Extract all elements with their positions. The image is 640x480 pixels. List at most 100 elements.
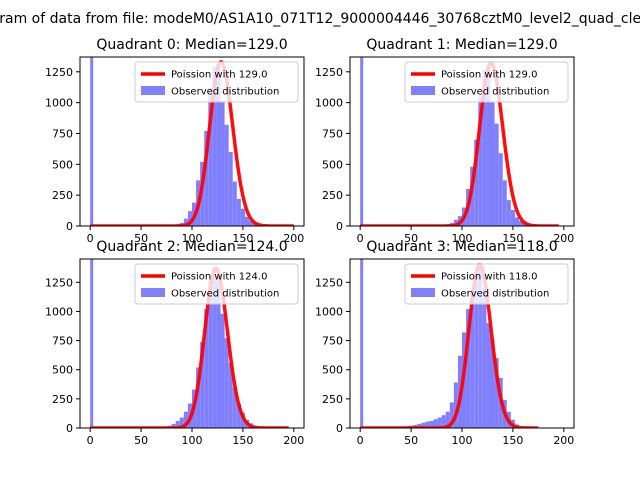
plot-area bbox=[89, 57, 295, 226]
y-tick-label: 500 bbox=[322, 364, 343, 377]
hist-bar bbox=[478, 96, 483, 226]
hist-bar bbox=[421, 422, 426, 428]
x-tick-label: 50 bbox=[404, 434, 418, 447]
x-tick-label: 0 bbox=[357, 232, 364, 245]
plot-area bbox=[359, 57, 560, 226]
legend-label-poisson: Poission with 129.0 bbox=[171, 70, 267, 81]
hist-bar-zero bbox=[360, 57, 364, 226]
legend: Poission with 129.0 Observed distribution bbox=[404, 61, 569, 103]
hist-bar bbox=[204, 131, 209, 226]
y-tick-label: 0 bbox=[336, 220, 343, 233]
hist-bar bbox=[208, 87, 213, 226]
hist-bar bbox=[445, 411, 450, 428]
x-tick-label: 0 bbox=[87, 232, 94, 245]
y-tick-label: 750 bbox=[52, 335, 73, 348]
legend-label-poisson: Poission with 124.0 bbox=[171, 272, 267, 283]
hist-bar bbox=[228, 151, 233, 226]
hist-bar bbox=[244, 216, 250, 226]
x-tick-label: 200 bbox=[283, 232, 304, 245]
y-tick-label: 1250 bbox=[45, 276, 73, 289]
hist-bar bbox=[449, 402, 454, 428]
y-tick-label: 750 bbox=[52, 127, 73, 140]
y-tick-label: 1000 bbox=[315, 305, 343, 318]
hist-bar bbox=[208, 281, 213, 428]
subplot-1: 0 50 100 150 200 0 250 500 750 1000 1250 Quadrant 1… bbox=[315, 37, 575, 245]
legend-label-observed: Observed distribution bbox=[171, 87, 279, 98]
hist-bar bbox=[502, 180, 507, 226]
x-tick-label: 50 bbox=[134, 232, 148, 245]
y-tick-label: 1250 bbox=[315, 276, 343, 289]
x-tick-label: 100 bbox=[182, 232, 203, 245]
hist-bar bbox=[470, 292, 475, 428]
hist-bar bbox=[514, 217, 520, 226]
y-tick-label: 1000 bbox=[315, 97, 343, 110]
hist-bar bbox=[212, 269, 217, 428]
y-tick-label: 500 bbox=[322, 158, 343, 171]
y-tick-label: 1250 bbox=[315, 66, 343, 79]
subplot-3: 0 50 100 150 200 0 250 500 750 1000 1250 Quadrant 3… bbox=[315, 239, 575, 447]
hist-bar bbox=[224, 338, 229, 428]
hist-bar bbox=[220, 101, 225, 226]
legend-label-observed: Observed distribution bbox=[441, 87, 549, 98]
hist-bar bbox=[441, 415, 446, 428]
hist-bar bbox=[510, 209, 515, 226]
hist-bar bbox=[216, 64, 221, 226]
x-tick-label: 0 bbox=[357, 434, 364, 447]
poisson-curve bbox=[359, 61, 560, 226]
hist-bar bbox=[175, 421, 180, 428]
hist-bar bbox=[183, 411, 188, 428]
legend: Poission with 129.0 Observed distribution bbox=[134, 61, 299, 103]
plot-area bbox=[359, 259, 540, 428]
hist-bar bbox=[474, 139, 479, 226]
hist-bar bbox=[216, 279, 221, 428]
subplot-title: Quadrant 3: Median=118.0 bbox=[366, 239, 557, 255]
x-tick-label: 50 bbox=[134, 434, 148, 447]
hist-bar bbox=[433, 419, 438, 428]
y-tick-label: 250 bbox=[322, 393, 343, 406]
y-tick-label: 750 bbox=[322, 335, 343, 348]
x-tick-label: 150 bbox=[232, 232, 253, 245]
legend-swatch-observed bbox=[141, 86, 165, 95]
hist-bar bbox=[236, 198, 241, 226]
legend-label-poisson: Poission with 129.0 bbox=[441, 70, 537, 81]
legend-box bbox=[134, 263, 299, 305]
subplot-title: Quadrant 1: Median=129.0 bbox=[366, 37, 557, 53]
hist-bar bbox=[232, 387, 237, 428]
hist-bar bbox=[228, 362, 233, 428]
hist-bar bbox=[453, 219, 458, 226]
hist-bar-zero bbox=[90, 57, 94, 226]
y-tick-label: 0 bbox=[66, 422, 73, 435]
x-tick-label: 0 bbox=[87, 434, 94, 447]
subplot-title: Quadrant 2: Median=124.0 bbox=[96, 239, 287, 255]
hist-bar bbox=[506, 200, 511, 226]
hist-bar bbox=[486, 65, 491, 226]
hist-bar bbox=[220, 313, 225, 428]
hist-bar bbox=[470, 166, 475, 226]
legend-label-observed: Observed distribution bbox=[171, 289, 279, 300]
hist-bar bbox=[187, 211, 192, 226]
subplot-2: 0 50 100 150 200 0 250 500 750 1000 1250 Quadrant 2… bbox=[45, 239, 305, 447]
x-tick-label: 150 bbox=[502, 232, 523, 245]
y-tick-label: 500 bbox=[52, 364, 73, 377]
hist-bar bbox=[236, 403, 241, 428]
hist-bar bbox=[171, 423, 176, 428]
legend-box bbox=[404, 61, 569, 103]
hist-bar bbox=[183, 218, 188, 226]
y-tick-label: 0 bbox=[66, 220, 73, 233]
hist-bar bbox=[425, 421, 430, 428]
hist-bar bbox=[240, 208, 245, 226]
poisson-curve bbox=[359, 263, 540, 428]
figure-suptitle: Histogram of data from file: modeM0/AS1A… bbox=[0, 11, 640, 27]
hist-bar bbox=[482, 288, 487, 428]
x-tick-label: 200 bbox=[283, 434, 304, 447]
y-tick-label: 250 bbox=[322, 189, 343, 202]
subplot-0: 0 50 100 150 200 0 250 500 750 1000 1250 Quadrant 0… bbox=[45, 37, 305, 245]
hist-bar bbox=[196, 367, 201, 428]
x-tick-label: 100 bbox=[452, 434, 473, 447]
hist-bar bbox=[204, 309, 209, 428]
hist-bar bbox=[453, 382, 458, 428]
y-tick-label: 250 bbox=[52, 189, 73, 202]
hist-bar bbox=[179, 417, 184, 428]
